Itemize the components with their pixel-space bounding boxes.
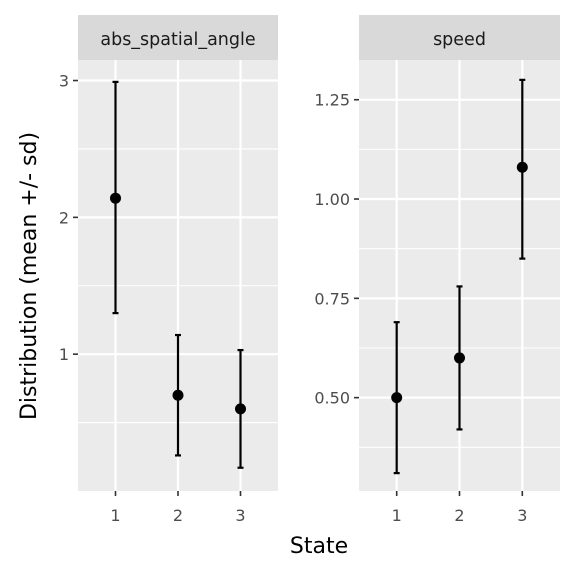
- axes-abs-spatial-angle: 1 2 3 1 2 3: [59, 72, 246, 525]
- strip-background-abs-spatial-angle: [78, 15, 278, 60]
- axes-speed: 0.50 0.75 1.00 1.25 1 2 3: [314, 91, 527, 525]
- x-tick-label: 1: [392, 506, 402, 525]
- x-tick-label: 2: [173, 506, 183, 525]
- mean-point: [110, 192, 121, 204]
- x-tick-label: 3: [235, 506, 245, 525]
- panel-abs-spatial-angle: abs_spatial_angle 1 2 3 1 2 3: [59, 15, 278, 525]
- mean-point: [235, 403, 246, 415]
- y-tick-label: 2: [59, 208, 69, 227]
- strip-background-speed: [359, 15, 560, 60]
- y-tick-label: 1: [59, 345, 69, 364]
- y-tick-label: 0.75: [314, 289, 350, 308]
- x-tick-label: 3: [517, 506, 527, 525]
- y-tick-label: 0.50: [314, 389, 350, 408]
- marks-speed: [391, 78, 528, 475]
- mean-point: [516, 161, 528, 173]
- y-tick-label: 1.25: [314, 91, 350, 110]
- strip-label-abs-spatial-angle: abs_spatial_angle: [100, 30, 255, 50]
- marks-abs-spatial-angle: [110, 80, 246, 469]
- mean-point: [391, 392, 403, 404]
- mean-point: [454, 352, 465, 364]
- y-tick-label: 1.00: [314, 190, 350, 209]
- x-axis-title: State: [290, 534, 348, 559]
- x-tick-label: 2: [454, 506, 464, 525]
- mean-point: [172, 389, 184, 401]
- y-tick-label: 3: [59, 72, 69, 91]
- strip-label-speed: speed: [433, 30, 486, 50]
- x-tick-label: 1: [110, 506, 120, 525]
- panel-speed: speed 0.50 0.75 1.00 1.25 1 2 3: [314, 15, 560, 525]
- y-axis-title: Distribution (mean +/- sd): [17, 132, 42, 420]
